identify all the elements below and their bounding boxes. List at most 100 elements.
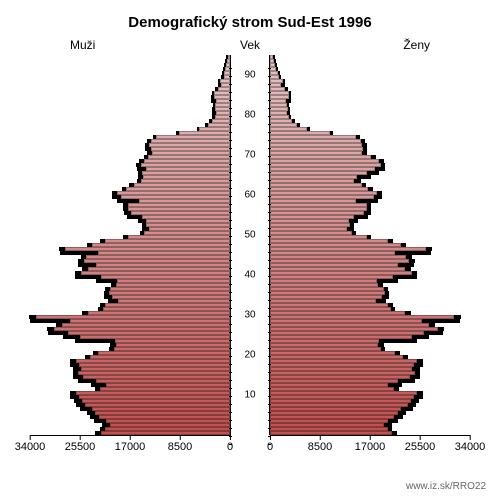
y-axis-left [230, 55, 231, 435]
plot-area: 08500170002550034000 0850017000255003400… [30, 55, 470, 445]
y-minor-tick [229, 156, 232, 157]
y-minor-tick [268, 172, 271, 173]
y-minor-tick [268, 372, 271, 373]
y-minor-tick [268, 140, 271, 141]
female-bar [270, 323, 470, 327]
male-bar [30, 171, 230, 175]
male-bar [30, 303, 230, 307]
y-minor-tick [229, 356, 232, 357]
female-bar [270, 355, 470, 359]
female-bar [270, 67, 470, 71]
male-bar [30, 183, 230, 187]
male-bar [30, 79, 230, 83]
y-minor-tick [268, 300, 271, 301]
y-tick: 90 [244, 70, 255, 81]
female-bar [270, 71, 470, 75]
male-bar [30, 423, 230, 427]
y-minor-tick [229, 244, 232, 245]
male-bar [30, 311, 230, 315]
bars-right [270, 55, 470, 435]
male-bar [30, 387, 230, 391]
male-bar [30, 375, 230, 379]
female-bar [270, 363, 470, 367]
male-bar [30, 267, 230, 271]
male-bar [30, 95, 230, 99]
female-bar [270, 95, 470, 99]
male-bar [30, 231, 230, 235]
y-minor-tick [229, 188, 232, 189]
y-tick: 60 [244, 190, 255, 201]
female-bar [270, 155, 470, 159]
female-bar [270, 55, 470, 59]
y-minor-tick [268, 108, 271, 109]
male-bar [30, 403, 230, 407]
male-bar [30, 83, 230, 87]
female-bar [270, 375, 470, 379]
y-minor-tick [229, 380, 232, 381]
y-minor-tick [229, 404, 232, 405]
y-minor-tick [229, 92, 232, 93]
female-bar [270, 367, 470, 371]
y-minor-tick [229, 100, 232, 101]
y-ticks: 102030405060708090 [233, 55, 267, 435]
y-minor-tick [268, 396, 271, 397]
y-minor-tick [268, 332, 271, 333]
female-bar [270, 427, 470, 431]
y-minor-tick [268, 316, 271, 317]
y-minor-tick [268, 76, 271, 77]
male-bar [30, 107, 230, 111]
female-bar [270, 147, 470, 151]
y-minor-tick [229, 124, 232, 125]
male-bar [30, 207, 230, 211]
male-bar [30, 155, 230, 159]
female-bar [270, 243, 470, 247]
y-minor-tick [268, 156, 271, 157]
female-bar [270, 163, 470, 167]
y-minor-tick [229, 340, 232, 341]
female-bar [270, 275, 470, 279]
x-tick: 0 [227, 441, 233, 453]
female-bar [270, 303, 470, 307]
female-bar [270, 159, 470, 163]
y-minor-tick [229, 220, 232, 221]
male-bar [30, 71, 230, 75]
y-minor-tick [268, 228, 271, 229]
female-bar [270, 423, 470, 427]
male-bar [30, 323, 230, 327]
y-minor-tick [229, 324, 232, 325]
y-minor-tick [268, 164, 271, 165]
female-bar [270, 391, 470, 395]
male-bar [30, 419, 230, 423]
female-bar [270, 415, 470, 419]
female-bar [270, 211, 470, 215]
male-bar [30, 235, 230, 239]
male-bar [30, 427, 230, 431]
y-minor-tick [268, 444, 271, 445]
male-bar [30, 295, 230, 299]
male-bar [30, 335, 230, 339]
y-minor-tick [229, 252, 232, 253]
male-bar [30, 339, 230, 343]
female-bar [270, 419, 470, 423]
female-bar [270, 387, 470, 391]
male-bar [30, 343, 230, 347]
y-minor-tick [268, 436, 271, 437]
male-bar [30, 75, 230, 79]
y-minor-tick [229, 68, 232, 69]
female-bar [270, 99, 470, 103]
male-bar [30, 187, 230, 191]
male-bar [30, 215, 230, 219]
y-minor-tick [229, 180, 232, 181]
female-bar [270, 111, 470, 115]
male-bar [30, 411, 230, 415]
male-bar [30, 395, 230, 399]
female-bar [270, 335, 470, 339]
y-minor-tick [229, 444, 232, 445]
male-bar [30, 179, 230, 183]
y-minor-tick [229, 164, 232, 165]
female-bar [270, 175, 470, 179]
male-bar [30, 203, 230, 207]
female-bar [270, 319, 470, 323]
male-bar [30, 223, 230, 227]
y-minor-tick [229, 332, 232, 333]
